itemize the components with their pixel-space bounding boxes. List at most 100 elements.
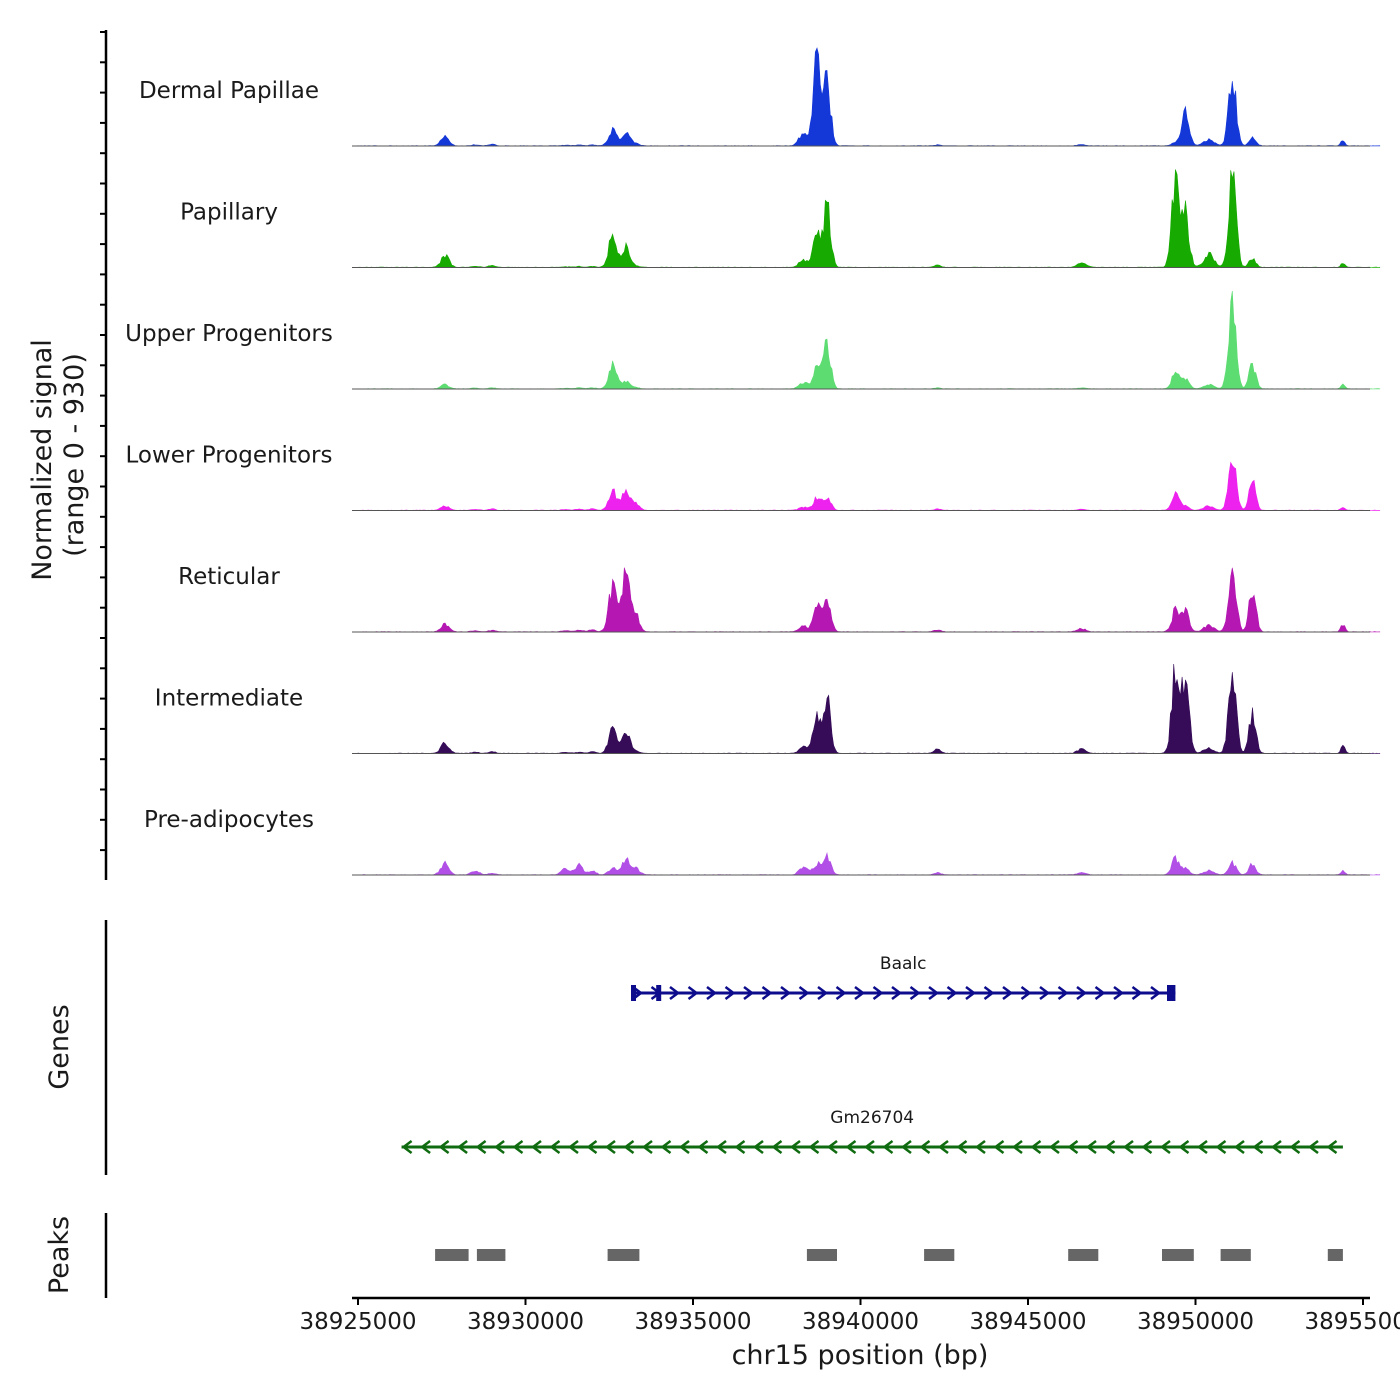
- track-label: Upper Progenitors: [125, 321, 333, 347]
- strand-arrow: [1030, 1140, 1042, 1154]
- x-tick-label: 38955000: [1304, 1309, 1400, 1335]
- track-pre-adipocytes: Pre-adipocytes: [144, 807, 1381, 876]
- strand-arrow: [1252, 1140, 1264, 1154]
- strand-arrow: [1057, 986, 1069, 1000]
- track-lower-progenitors: Lower Progenitors: [126, 443, 1381, 511]
- strand-arrow: [512, 1140, 524, 1154]
- track-upper-progenitors: Upper Progenitors: [125, 290, 1381, 390]
- strand-arrow: [660, 1140, 672, 1154]
- strand-arrow: [494, 1140, 505, 1154]
- coverage-area: [357, 567, 1381, 633]
- gene-baalc[interactable]: Baalc: [631, 954, 1176, 1001]
- coverage-area: [357, 290, 1381, 390]
- strand-arrow: [1048, 1140, 1060, 1154]
- strand-arrow: [1289, 1140, 1301, 1154]
- x-tick-label: 38925000: [299, 1309, 416, 1335]
- peak-region: [476, 1249, 506, 1261]
- strand-arrow: [752, 1140, 764, 1154]
- strand-arrow: [438, 1140, 450, 1154]
- peak-region: [1327, 1249, 1343, 1261]
- peak-region: [607, 1249, 640, 1261]
- strand-arrow: [604, 1140, 616, 1154]
- gene-track: Baalc Gm26704: [401, 954, 1343, 1154]
- strand-arrow: [715, 1140, 727, 1154]
- strand-arrow: [420, 1140, 431, 1154]
- strand-arrow: [891, 986, 903, 1000]
- strand-arrow: [845, 1140, 857, 1154]
- strand-arrow: [1307, 1140, 1319, 1154]
- x-axis-ticks: 38925000 38930000 38935000 38940000 38945000…: [299, 1298, 1400, 1335]
- coverage-area: [357, 851, 1381, 876]
- strand-arrow: [401, 1140, 413, 1154]
- y-axis-title-line1: Normalized signal: [27, 339, 58, 581]
- peak-region: [1220, 1249, 1251, 1261]
- strand-arrow: [678, 1140, 690, 1154]
- strand-arrow: [475, 1140, 487, 1154]
- x-tick-label: 38930000: [467, 1309, 584, 1335]
- peak-track: [435, 1249, 1343, 1261]
- x-tick-label: 38940000: [802, 1309, 919, 1335]
- coverage-area: [357, 663, 1381, 754]
- coverage-area: [357, 461, 1381, 511]
- strand-arrow: [771, 1140, 783, 1154]
- gene-label: Baalc: [880, 954, 927, 974]
- strand-arrow: [983, 986, 995, 1000]
- gene-gm26704[interactable]: Gm26704: [401, 1108, 1343, 1154]
- track-papillary: Papillary: [180, 169, 1381, 268]
- track-dermal-papillae: Dermal Papillae: [139, 47, 1381, 147]
- strand-arrow: [854, 986, 866, 1000]
- peak-region: [806, 1249, 837, 1261]
- strand-arrow: [1085, 1140, 1097, 1154]
- strand-arrow: [965, 986, 977, 1000]
- strand-arrow: [1131, 986, 1143, 1000]
- genes-axis-title: Genes: [44, 1004, 75, 1089]
- peak-region: [924, 1249, 955, 1261]
- strand-arrow: [586, 1140, 598, 1154]
- strand-arrow: [1094, 986, 1106, 1000]
- strand-arrow: [1150, 986, 1162, 1000]
- strand-arrow: [1113, 986, 1125, 1000]
- track-intermediate: Intermediate: [155, 663, 1381, 754]
- strand-arrow: [909, 986, 921, 1000]
- peak-region: [435, 1249, 469, 1261]
- x-tick-label: 38950000: [1137, 1309, 1254, 1335]
- strand-arrow: [1067, 1140, 1079, 1154]
- strand-arrow: [780, 986, 792, 1000]
- strand-arrow: [669, 986, 681, 1000]
- track-label: Papillary: [180, 200, 278, 226]
- track-label: Dermal Papillae: [139, 78, 319, 104]
- strand-arrow: [530, 1140, 542, 1154]
- strand-arrow: [549, 1140, 561, 1154]
- exon: [631, 985, 636, 1001]
- strand-arrow: [919, 1140, 931, 1154]
- strand-arrow: [743, 986, 755, 1000]
- peak-region: [1068, 1249, 1099, 1261]
- strand-arrow: [826, 1140, 838, 1154]
- strand-arrow: [946, 986, 958, 1000]
- x-tick-label: 38935000: [634, 1309, 751, 1335]
- peak-region: [1162, 1249, 1194, 1261]
- track-label: Lower Progenitors: [126, 443, 333, 469]
- strand-arrow: [872, 986, 884, 1000]
- strand-arrow: [817, 986, 829, 1000]
- strand-arrow: [1104, 1140, 1116, 1154]
- strand-arrow: [928, 986, 940, 1000]
- track-label: Reticular: [178, 564, 280, 590]
- peaks-axis-title: Peaks: [44, 1216, 75, 1294]
- signal-y-axis-ticks: [100, 31, 106, 852]
- strand-arrow: [1270, 1140, 1282, 1154]
- strand-arrow: [956, 1140, 968, 1154]
- exon: [656, 985, 662, 1001]
- strand-arrow: [1020, 986, 1032, 1000]
- strand-arrow: [1215, 1140, 1227, 1154]
- strand-arrow: [1122, 1140, 1134, 1154]
- strand-arrow: [993, 1140, 1005, 1154]
- y-axis-title-line2: (range 0 - 930): [59, 353, 90, 557]
- strand-arrow: [1159, 1140, 1171, 1154]
- strand-arrow: [457, 1140, 468, 1154]
- strand-arrow: [761, 986, 773, 1000]
- strand-arrow: [789, 1140, 801, 1154]
- strand-arrow: [623, 1140, 635, 1154]
- strand-arrow: [974, 1140, 986, 1154]
